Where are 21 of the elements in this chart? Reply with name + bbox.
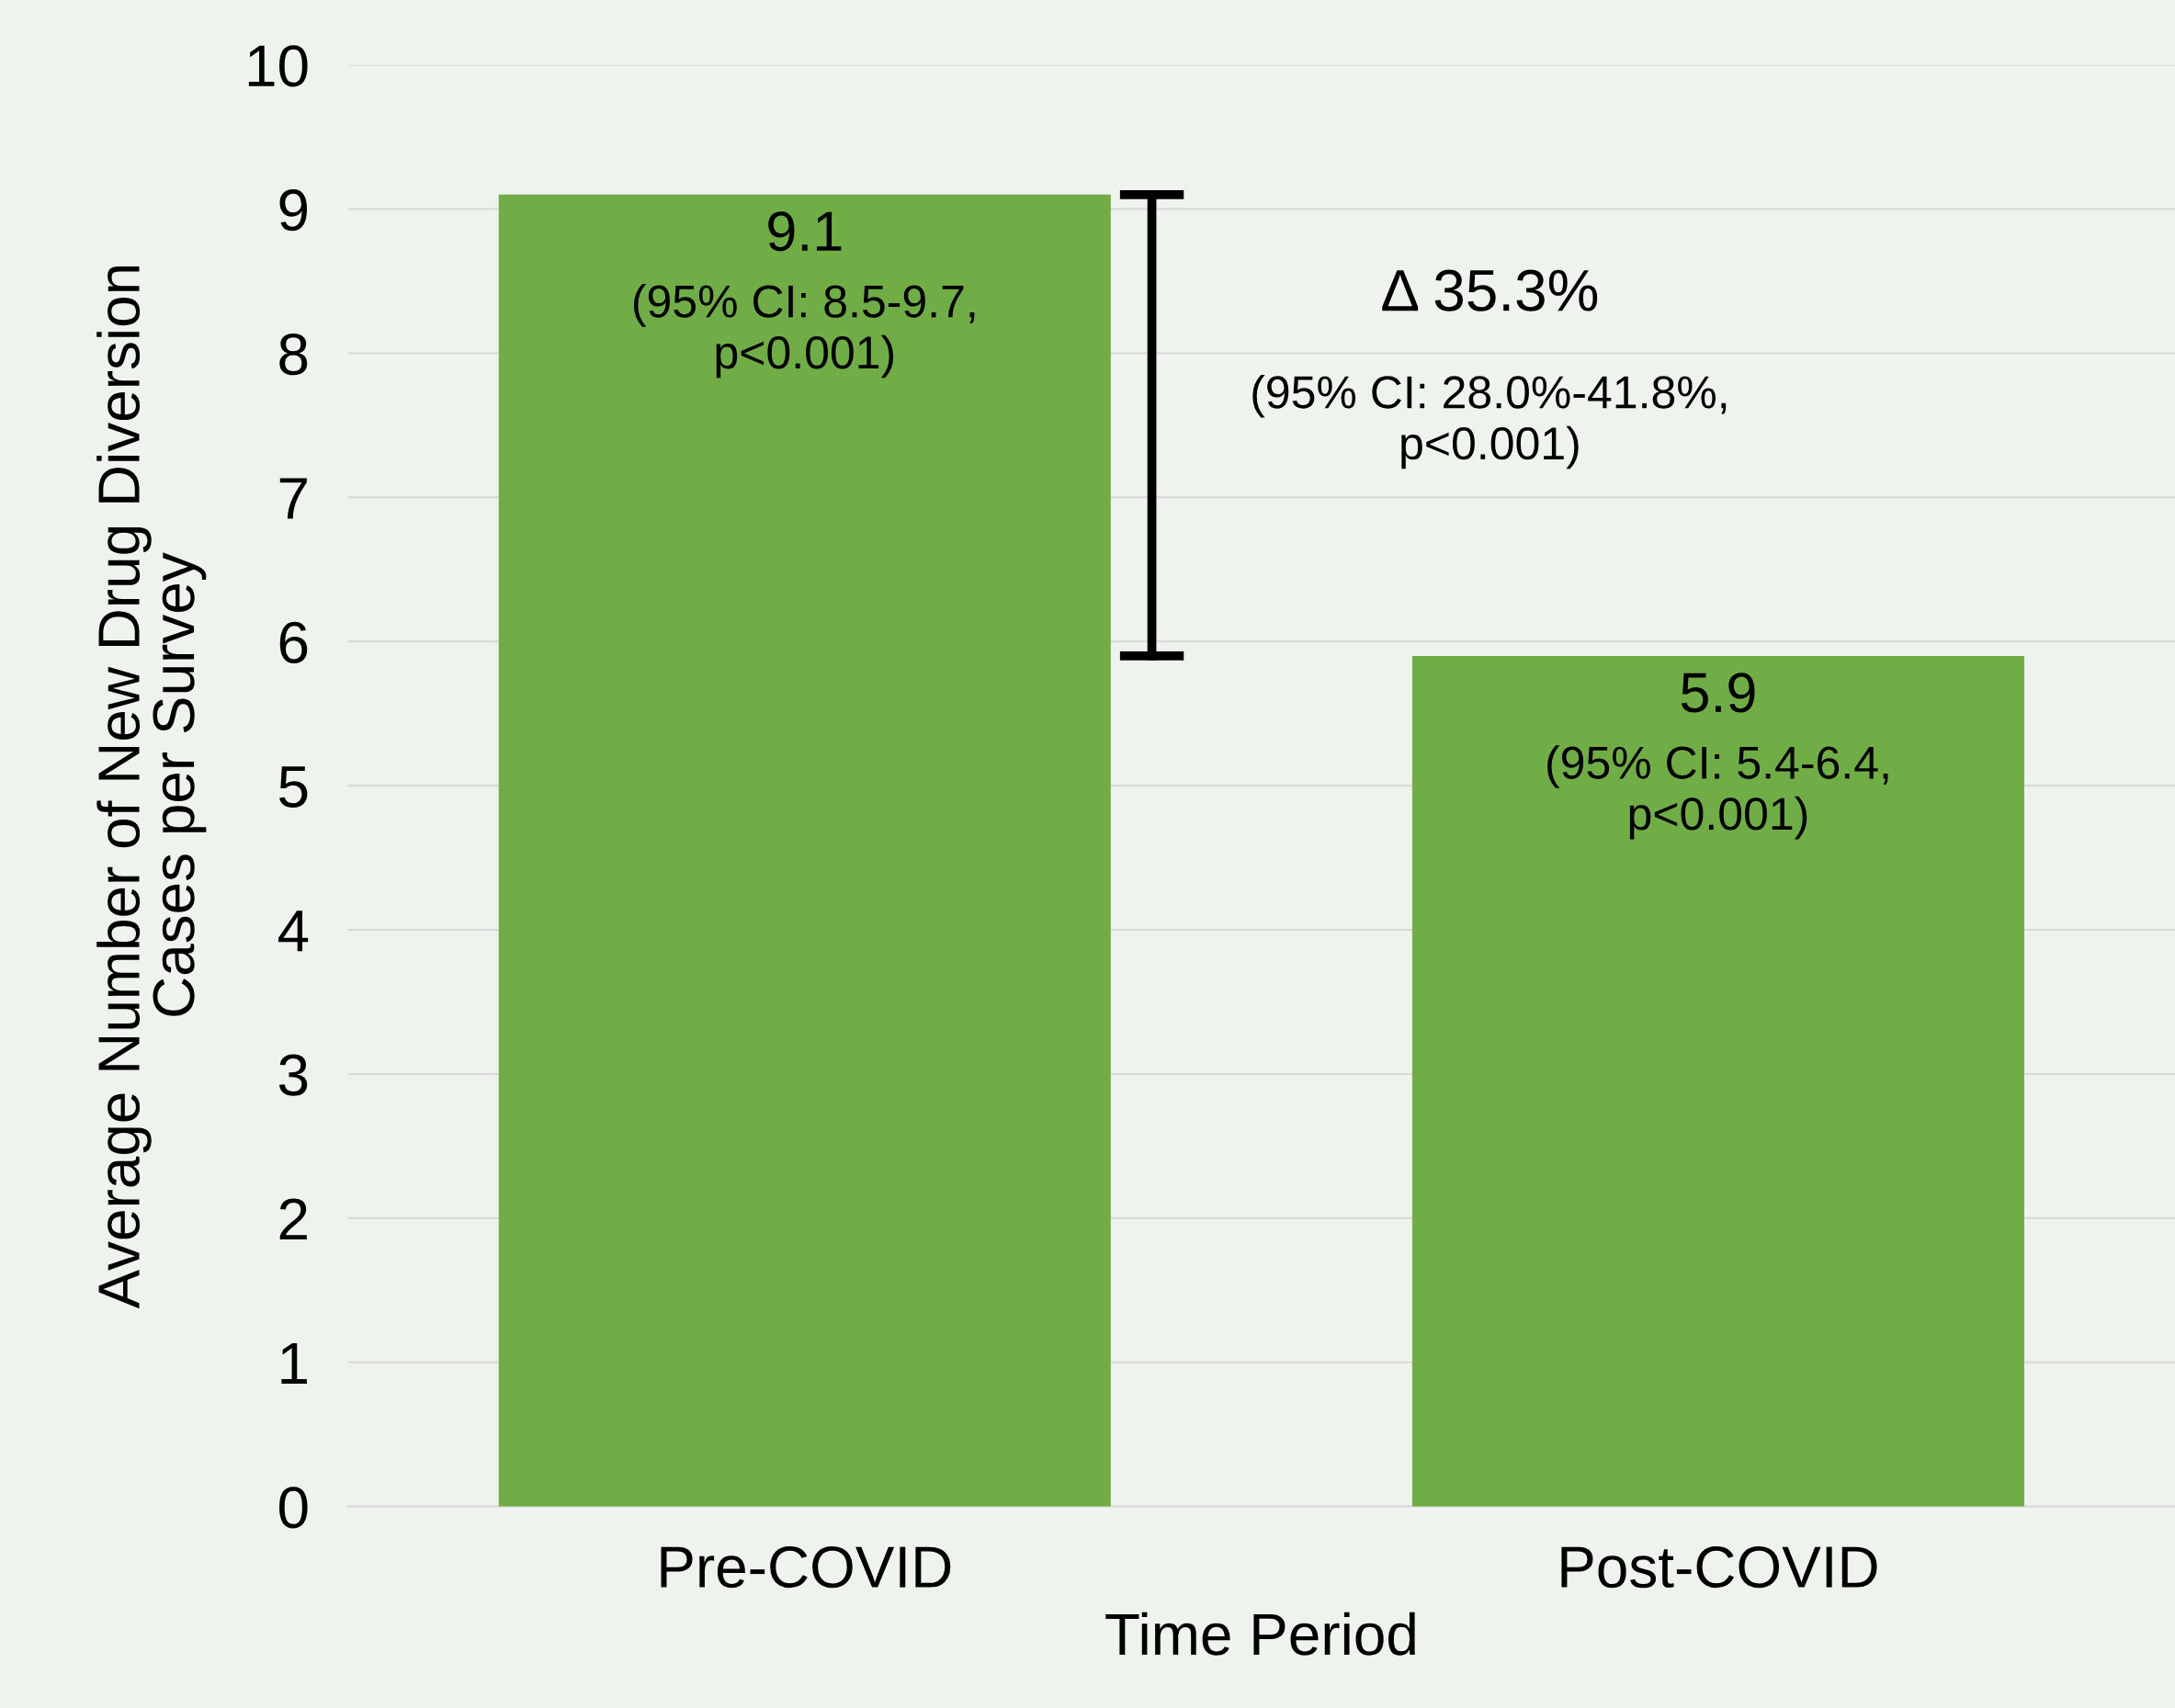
annotation: (95% CI: 5.4-6.4, p<0.001): [1547, 745, 1888, 840]
y-tick-label: 4: [278, 911, 309, 952]
y-tick-label: 3: [278, 1054, 308, 1096]
x-axis-title: Time Period: [1105, 1612, 1415, 1656]
data-label: 5.9: [1681, 673, 1755, 713]
annotation: Δ 35.3%: [1382, 269, 1598, 311]
data-label: 9.1: [768, 211, 842, 252]
y-tick-label: 10: [248, 45, 308, 87]
y-tick-label: 0: [279, 1487, 308, 1529]
y-tick-label: 9: [279, 189, 308, 232]
annotation: (95% CI: 8.5-9.7, p<0.001): [633, 284, 975, 379]
x-tick-label: Post-COVID: [1561, 1545, 1877, 1589]
x-tick-label: Pre-COVID: [661, 1545, 951, 1589]
y-tick-label: 8: [279, 333, 308, 376]
y-tick-label: 1: [281, 1342, 307, 1384]
y-tick-label: 6: [279, 621, 308, 664]
annotation: (95% CI: 28.0%-41.8%, p<0.001): [1252, 374, 1727, 469]
y-tick-label: 2: [279, 1198, 307, 1239]
y-axis-title: Average Number of New Drug Diversion Cases per Survey: [96, 266, 207, 1309]
y-tick-label: 7: [279, 478, 307, 519]
y-tick-label: 5: [279, 766, 308, 808]
